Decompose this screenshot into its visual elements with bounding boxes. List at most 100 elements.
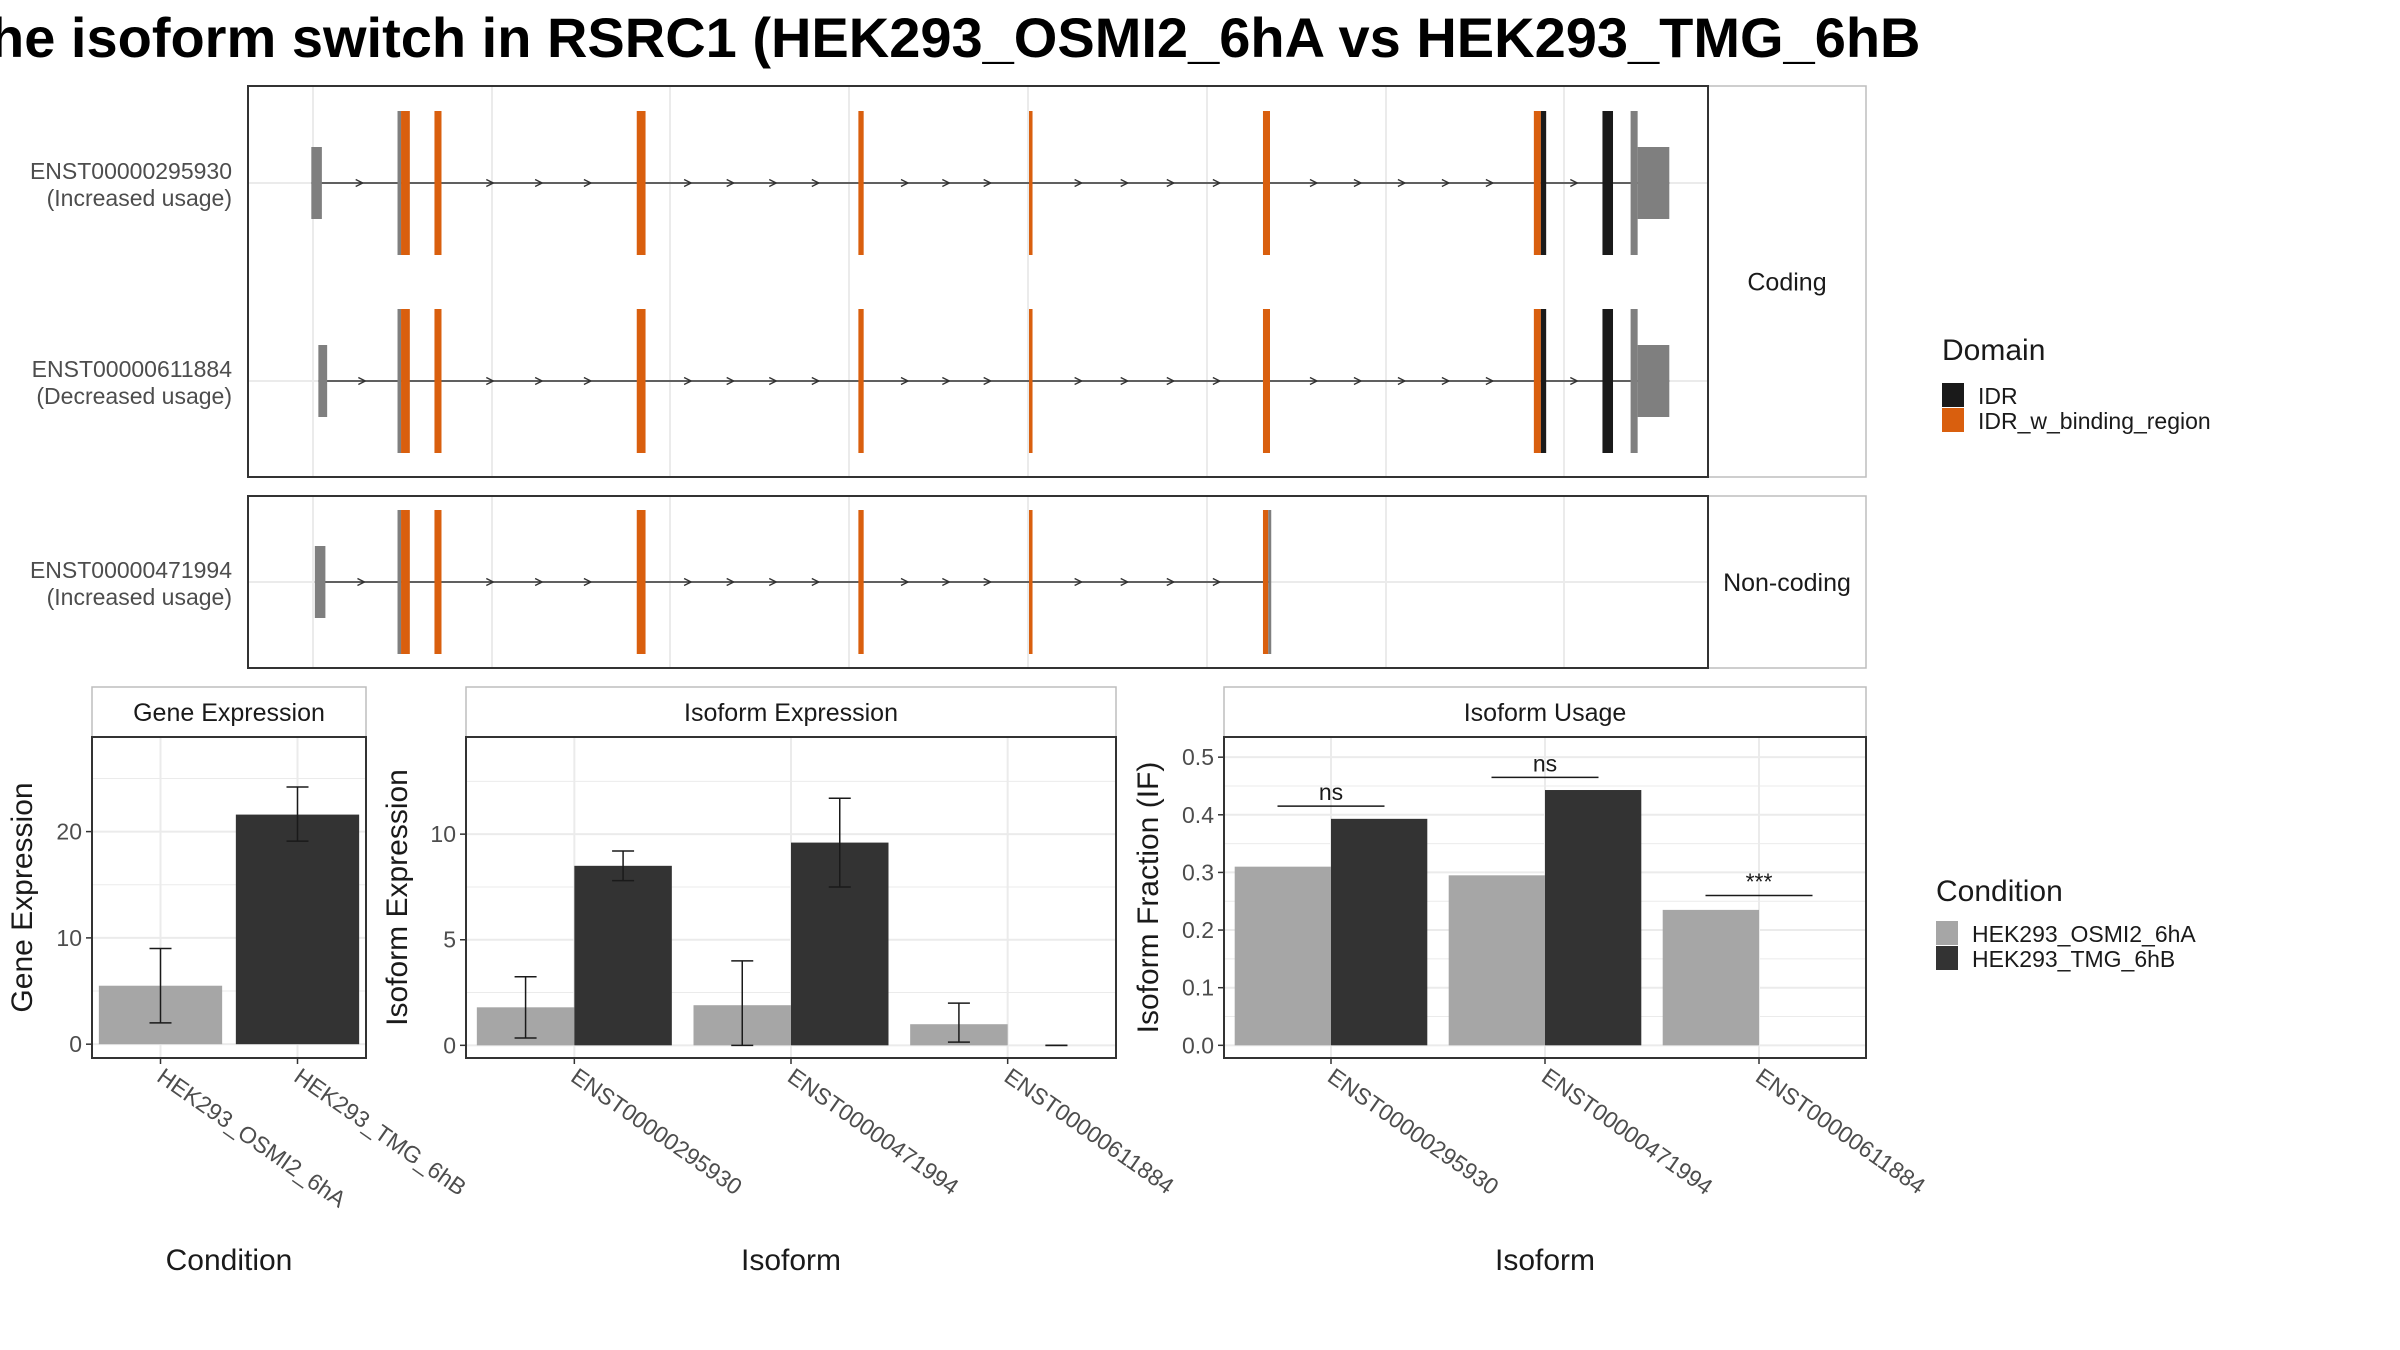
intron-arrow	[983, 376, 993, 386]
x-axis-title: Condition	[166, 1244, 293, 1277]
y-tick-label: 20	[56, 819, 82, 845]
bar-panel-title: Gene Expression	[133, 699, 325, 727]
y-tick-label: 0.2	[1182, 917, 1214, 943]
transcript-usage-label: (Increased usage)	[47, 185, 232, 211]
intron-arrow	[485, 178, 495, 188]
exon-utr	[1637, 147, 1670, 219]
bar	[1545, 790, 1642, 1046]
intron-arrow	[485, 577, 495, 587]
intron-arrow	[683, 178, 693, 188]
intron-arrow	[1166, 577, 1176, 587]
structure-panel-border	[247, 495, 1709, 669]
intron-arrow	[1353, 178, 1363, 188]
intron-arrow	[726, 577, 736, 587]
structure-strip-label: Coding	[1747, 269, 1826, 297]
exon-utr	[314, 546, 326, 618]
y-tick-label: 5	[443, 927, 456, 953]
x-axis-title: Isoform	[741, 1244, 841, 1277]
intron-arrow	[1397, 376, 1407, 386]
x-tick-label: ENST00000611884	[1751, 1063, 1930, 1199]
intron-arrow	[768, 376, 778, 386]
intron-arrow	[1074, 376, 1084, 386]
transcript-structure-plot: Coding ENST00000295930(Increased usage) EN…	[30, 85, 1867, 669]
domain-legend-title: Domain	[1942, 334, 2045, 367]
y-tick-label: 0	[443, 1032, 456, 1058]
exon-utr	[397, 111, 402, 255]
exon-idr-w-binding-region	[1029, 309, 1033, 453]
x-tick-label: ENST00000295930	[1323, 1063, 1503, 1200]
bar	[574, 865, 672, 1046]
exon-idr	[1602, 111, 1614, 255]
bar	[1662, 909, 1759, 1046]
transcript-id-label: ENST00000295930	[30, 158, 232, 184]
bar	[235, 814, 360, 1045]
significance-label: ns	[1319, 779, 1343, 805]
intron-arrow	[1309, 178, 1319, 188]
intron-arrow	[942, 577, 951, 587]
intron-arrow	[583, 376, 593, 386]
exon-idr-w-binding-region	[434, 510, 442, 654]
y-axis-title: Isoform Fraction (IF)	[1132, 762, 1165, 1034]
intron-arrow	[726, 376, 736, 386]
intron-arrow	[358, 376, 367, 386]
exon-idr-w-binding-region	[401, 510, 410, 654]
intron-arrow	[583, 577, 593, 587]
intron-arrow	[1569, 178, 1579, 188]
intron-arrow	[1485, 178, 1495, 188]
intron-arrow	[357, 577, 367, 587]
intron-arrow	[683, 577, 693, 587]
intron-arrow	[942, 178, 951, 188]
structure-strip	[1707, 495, 1867, 669]
exon-idr	[1540, 309, 1547, 453]
transcript-id-label: ENST00000471994	[30, 557, 232, 583]
intron-arrow	[683, 376, 693, 386]
x-axis-title: Isoform	[1495, 1244, 1595, 1277]
y-axis-title: Isoform Expression	[381, 769, 414, 1026]
x-tick-label: ENST00000471994	[783, 1063, 964, 1200]
intron-arrow	[534, 178, 544, 188]
intron-arrow	[1074, 577, 1084, 587]
intron-arrow	[983, 178, 993, 188]
exon-utr	[1630, 309, 1638, 453]
intron-arrow	[768, 577, 778, 587]
intron-arrow	[1212, 577, 1222, 587]
bar-panel-border	[1223, 736, 1867, 1059]
y-tick-label: 0.4	[1182, 802, 1214, 828]
intron-arrow	[1397, 178, 1407, 188]
exon-utr	[1268, 510, 1272, 654]
y-tick-label: 0.5	[1182, 744, 1214, 770]
intron-arrow	[1309, 376, 1319, 386]
exon-idr-w-binding-region	[858, 111, 864, 255]
expression-bar-panels: Gene ExpressionHEK293_OSMI2_6hAHEK293_TM…	[6, 686, 1930, 1277]
exon-idr-w-binding-region	[434, 111, 442, 255]
exon-idr-w-binding-region	[1533, 309, 1541, 453]
intron-arrow	[1212, 178, 1222, 188]
bar-panel-strip	[465, 686, 1117, 738]
intron-arrow	[942, 376, 951, 386]
exon-idr-w-binding-region	[636, 510, 646, 654]
structure-panel-bg	[248, 86, 1708, 477]
exon-utr	[397, 309, 402, 453]
intron-arrow	[1166, 376, 1176, 386]
figure-title: he isoform switch in RSRC1 (HEK293_OSMI2…	[0, 6, 1921, 69]
exon-idr-w-binding-region	[636, 309, 646, 453]
intron-arrow	[811, 577, 821, 587]
bar-panel-title: Isoform Usage	[1464, 699, 1627, 727]
y-tick-label: 0.0	[1182, 1032, 1214, 1058]
bar-panel-border	[91, 736, 367, 1059]
exon-utr	[397, 510, 402, 654]
intron-arrow	[1441, 376, 1451, 386]
exon-idr	[1602, 309, 1614, 453]
y-tick-label: 0.1	[1182, 975, 1214, 1001]
bar	[1331, 818, 1428, 1046]
structure-strip-label: Non-coding	[1723, 569, 1851, 597]
exon-idr-w-binding-region	[1029, 510, 1033, 654]
intron-arrow	[1120, 577, 1130, 587]
intron-arrow	[900, 178, 910, 188]
exon-idr-w-binding-region	[1533, 111, 1541, 255]
intron-arrow	[1120, 178, 1130, 188]
intron-arrow	[1441, 178, 1451, 188]
bar	[1448, 875, 1545, 1046]
bar-panel-title: Isoform Expression	[684, 699, 898, 727]
